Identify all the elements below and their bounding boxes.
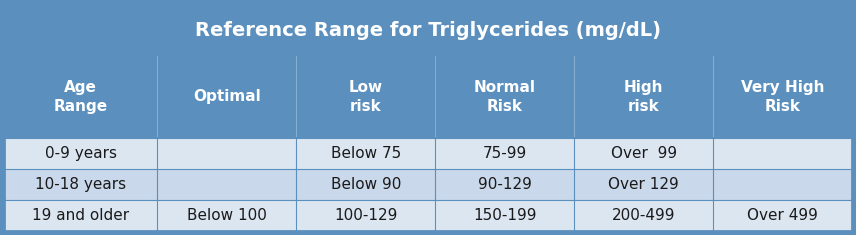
Text: Below 90: Below 90 [330,177,401,192]
Text: High
risk: High risk [624,80,663,114]
Text: Age
Range: Age Range [54,80,108,114]
Bar [4,200,852,231]
Bar [4,4,852,56]
Text: Over  99: Over 99 [610,146,676,161]
Text: 75-99: 75-99 [483,146,526,161]
Bar [4,56,852,138]
Text: 150-199: 150-199 [473,208,537,223]
Bar [4,169,852,200]
Text: 10-18 years: 10-18 years [35,177,126,192]
Text: Reference Range for Triglycerides (mg/dL): Reference Range for Triglycerides (mg/dL… [195,20,661,39]
Text: 0-9 years: 0-9 years [45,146,116,161]
Text: Over 129: Over 129 [609,177,679,192]
Text: 100-129: 100-129 [334,208,397,223]
Bar [4,138,852,169]
Text: 90-129: 90-129 [478,177,532,192]
Text: 19 and older: 19 and older [32,208,129,223]
Text: Below 75: Below 75 [330,146,401,161]
Text: Very High
Risk: Very High Risk [740,80,824,114]
Text: Below 100: Below 100 [187,208,267,223]
Text: Normal
Risk: Normal Risk [473,80,536,114]
Text: 200-499: 200-499 [612,208,675,223]
Text: Optimal: Optimal [193,90,261,105]
Text: Low
risk: Low risk [348,80,383,114]
Text: Over 499: Over 499 [747,208,818,223]
